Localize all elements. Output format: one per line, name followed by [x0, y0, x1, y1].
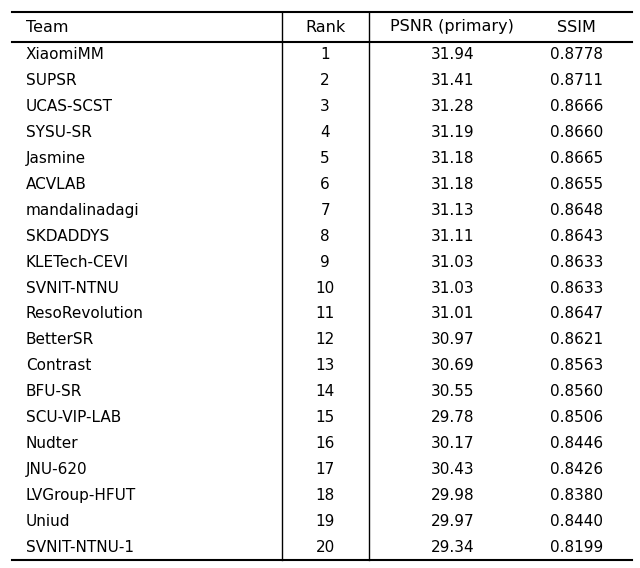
Text: 30.97: 30.97	[430, 332, 474, 348]
Text: BetterSR: BetterSR	[26, 332, 94, 348]
Text: SVNIT-NTNU: SVNIT-NTNU	[26, 281, 118, 295]
Text: 8: 8	[320, 229, 330, 244]
Text: 14: 14	[316, 384, 335, 399]
Text: 18: 18	[316, 488, 335, 503]
Text: SKDADDYS: SKDADDYS	[26, 229, 109, 244]
Text: 29.34: 29.34	[430, 540, 474, 554]
Text: 31.94: 31.94	[430, 48, 474, 62]
Text: 30.69: 30.69	[430, 358, 474, 373]
Text: 31.41: 31.41	[431, 73, 474, 89]
Text: Rank: Rank	[305, 19, 345, 35]
Text: 0.8426: 0.8426	[550, 462, 603, 477]
Text: 0.8380: 0.8380	[550, 488, 603, 503]
Text: 31.03: 31.03	[430, 281, 474, 295]
Text: 1: 1	[320, 48, 330, 62]
Text: 29.98: 29.98	[430, 488, 474, 503]
Text: 30.43: 30.43	[430, 462, 474, 477]
Text: 0.8633: 0.8633	[550, 281, 603, 295]
Text: ACVLAB: ACVLAB	[26, 177, 86, 192]
Text: SSIM: SSIM	[557, 19, 596, 35]
Text: 30.55: 30.55	[431, 384, 474, 399]
Text: XiaomiMM: XiaomiMM	[26, 48, 104, 62]
Text: 0.8199: 0.8199	[550, 540, 603, 554]
Text: 12: 12	[316, 332, 335, 348]
Text: 0.8660: 0.8660	[550, 125, 603, 140]
Text: 0.8711: 0.8711	[550, 73, 603, 89]
Text: 0.8666: 0.8666	[550, 99, 603, 114]
Text: 4: 4	[320, 125, 330, 140]
Text: 31.03: 31.03	[430, 254, 474, 270]
Text: 0.8440: 0.8440	[550, 513, 603, 529]
Text: Team: Team	[26, 19, 68, 35]
Text: 19: 19	[316, 513, 335, 529]
Text: 0.8647: 0.8647	[550, 307, 603, 321]
Text: 11: 11	[316, 307, 335, 321]
Text: 13: 13	[316, 358, 335, 373]
Text: 30.17: 30.17	[431, 436, 474, 451]
Text: LVGroup-HFUT: LVGroup-HFUT	[26, 488, 136, 503]
Text: 5: 5	[320, 151, 330, 166]
Text: 0.8665: 0.8665	[550, 151, 603, 166]
Text: 0.8648: 0.8648	[550, 203, 603, 218]
Text: PSNR (primary): PSNR (primary)	[390, 19, 514, 35]
Text: 0.8621: 0.8621	[550, 332, 603, 348]
Text: 31.18: 31.18	[431, 151, 474, 166]
Text: 0.8633: 0.8633	[550, 254, 603, 270]
Text: 0.8446: 0.8446	[550, 436, 603, 451]
Text: Contrast: Contrast	[26, 358, 91, 373]
Text: 31.01: 31.01	[431, 307, 474, 321]
Text: 6: 6	[320, 177, 330, 192]
Text: UCAS-SCST: UCAS-SCST	[26, 99, 113, 114]
Text: 0.8560: 0.8560	[550, 384, 603, 399]
Text: Nudter: Nudter	[26, 436, 78, 451]
Text: 3: 3	[320, 99, 330, 114]
Text: SUPSR: SUPSR	[26, 73, 76, 89]
Text: 31.18: 31.18	[431, 177, 474, 192]
Text: 31.28: 31.28	[431, 99, 474, 114]
Text: SYSU-SR: SYSU-SR	[26, 125, 92, 140]
Text: 10: 10	[316, 281, 335, 295]
Text: 9: 9	[320, 254, 330, 270]
Text: 20: 20	[316, 540, 335, 554]
Text: 17: 17	[316, 462, 335, 477]
Text: 15: 15	[316, 410, 335, 425]
Text: JNU-620: JNU-620	[26, 462, 87, 477]
Text: 31.13: 31.13	[430, 203, 474, 218]
Text: 2: 2	[320, 73, 330, 89]
Text: mandalinadagi: mandalinadagi	[26, 203, 140, 218]
Text: 29.78: 29.78	[431, 410, 474, 425]
Text: KLETech-CEVI: KLETech-CEVI	[26, 254, 129, 270]
Text: SVNIT-NTNU-1: SVNIT-NTNU-1	[26, 540, 134, 554]
Text: 16: 16	[316, 436, 335, 451]
Text: Uniud: Uniud	[26, 513, 70, 529]
Text: 31.19: 31.19	[430, 125, 474, 140]
Text: 0.8563: 0.8563	[550, 358, 603, 373]
Text: 31.11: 31.11	[431, 229, 474, 244]
Text: 7: 7	[320, 203, 330, 218]
Text: 0.8506: 0.8506	[550, 410, 603, 425]
Text: 0.8778: 0.8778	[550, 48, 603, 62]
Text: 0.8655: 0.8655	[550, 177, 603, 192]
Text: 29.97: 29.97	[430, 513, 474, 529]
Text: SCU-VIP-LAB: SCU-VIP-LAB	[26, 410, 121, 425]
Text: ResoRevolution: ResoRevolution	[26, 307, 143, 321]
Text: Jasmine: Jasmine	[26, 151, 86, 166]
Text: 0.8643: 0.8643	[550, 229, 603, 244]
Text: BFU-SR: BFU-SR	[26, 384, 82, 399]
